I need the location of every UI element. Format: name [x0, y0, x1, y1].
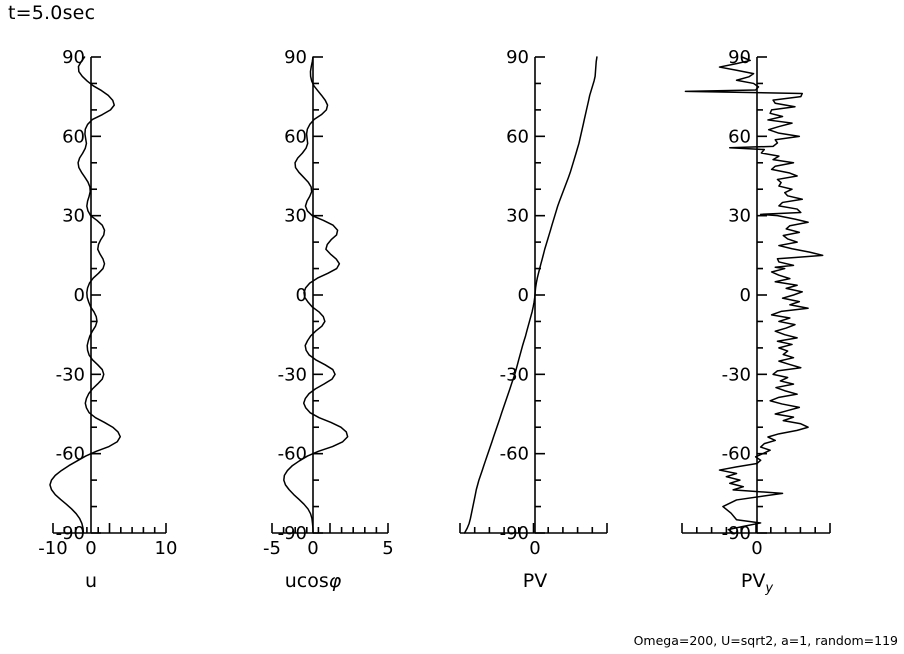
y-tick-label: -60 [56, 444, 85, 465]
x-tick-label: 0 [85, 538, 96, 559]
figure-footer-caption: Omega=200, U=sqrt2, a=1, random=119 [633, 633, 898, 648]
y-tick-label: -30 [722, 364, 751, 385]
panel-axis-label: u [85, 570, 97, 592]
y-tick-label: -30 [278, 364, 307, 385]
y-tick-label: 60 [506, 126, 529, 147]
x-tick-label: 0 [751, 538, 762, 559]
x-tick-label: 0 [307, 538, 318, 559]
y-tick-label: -30 [56, 364, 85, 385]
panel-axis-label: PVy [741, 570, 773, 596]
panel-axis-label: PV [523, 570, 547, 592]
y-tick-label: -60 [278, 444, 307, 465]
x-tick-label: -5 [263, 538, 281, 559]
data-curve [283, 56, 349, 534]
y-tick-label: 30 [62, 206, 85, 227]
x-tick-label: -10 [38, 538, 67, 559]
y-tick-label: 60 [284, 126, 307, 147]
data-curve [684, 56, 824, 534]
data-curve [49, 56, 121, 534]
y-tick-label: -60 [722, 444, 751, 465]
y-tick-label: 0 [518, 285, 529, 306]
y-tick-label: 90 [506, 47, 529, 68]
subscript-y: y [764, 581, 773, 596]
y-tick-label: 0 [740, 285, 751, 306]
y-tick-label: 60 [62, 126, 85, 147]
x-tick-label: 5 [382, 538, 393, 559]
y-tick-label: 0 [74, 285, 85, 306]
y-tick-label: 60 [728, 126, 751, 147]
figure-title: t=5.0sec [8, 2, 96, 24]
y-tick-label: 30 [506, 206, 529, 227]
y-tick-label: 90 [284, 47, 307, 68]
data-curve [463, 56, 598, 534]
y-tick-label: 0 [296, 285, 307, 306]
y-tick-label: 90 [728, 47, 751, 68]
y-tick-label: 30 [284, 206, 307, 227]
x-tick-label: 0 [529, 538, 540, 559]
phi-symbol: φ [329, 570, 342, 592]
y-tick-label: 30 [728, 206, 751, 227]
y-tick-label: 90 [62, 47, 85, 68]
panel-axis-label: ucosφ [285, 570, 342, 592]
y-tick-label: -60 [500, 444, 529, 465]
x-tick-label: 10 [155, 538, 178, 559]
